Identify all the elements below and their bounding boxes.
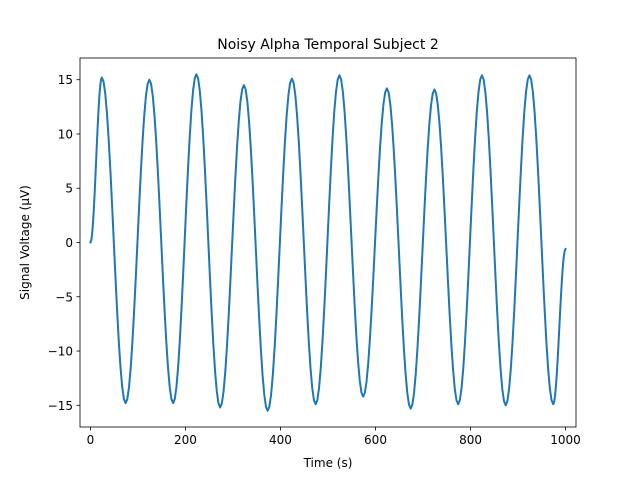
y-tick-label: −15 xyxy=(48,399,73,413)
y-axis: −15 −10 −5 0 5 10 15 xyxy=(48,73,80,413)
x-tick-label: 200 xyxy=(174,433,197,447)
x-axis: 0 200 400 600 800 1000 xyxy=(87,427,581,447)
signal-series-line xyxy=(89,73,567,412)
y-tick-label: 5 xyxy=(65,182,73,196)
x-tick-label: 1000 xyxy=(550,433,581,447)
x-tick-label: 800 xyxy=(459,433,482,447)
x-tick-label: 400 xyxy=(269,433,292,447)
chart-title: Noisy Alpha Temporal Subject 2 xyxy=(217,37,438,53)
plot-area xyxy=(79,57,577,428)
y-tick-label: −5 xyxy=(55,290,73,304)
x-tick-label: 600 xyxy=(364,433,387,447)
y-tick-label: 10 xyxy=(58,127,73,141)
y-axis-label: Signal Voltage (μV) xyxy=(18,185,32,300)
y-tick-label: 0 xyxy=(65,236,73,250)
data-layer xyxy=(89,73,567,412)
y-tick-label: 15 xyxy=(58,73,73,87)
x-tick-label: 0 xyxy=(87,433,95,447)
x-axis-label: Time (s) xyxy=(303,456,353,470)
y-tick-label: −10 xyxy=(48,345,73,359)
